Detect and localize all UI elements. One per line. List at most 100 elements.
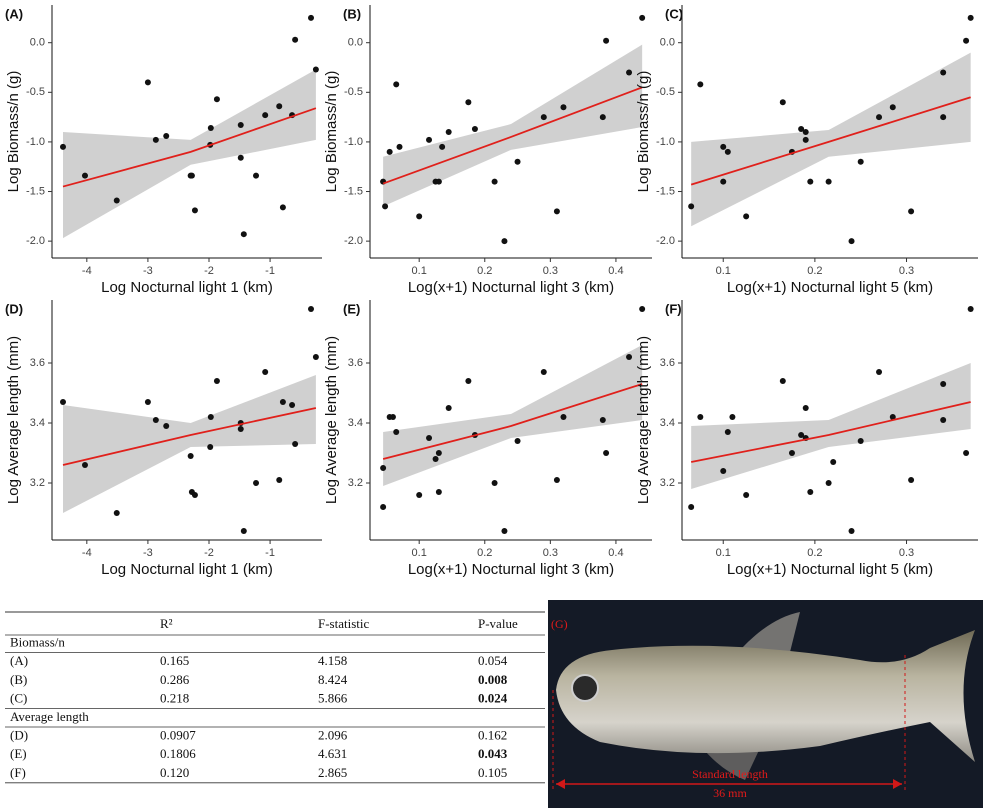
y-tick-label: -2.0 [344,235,363,247]
confidence-band [691,52,971,227]
table-cell: 0.024 [478,690,508,705]
point [308,306,315,312]
y-tick-label: -1.5 [344,185,363,197]
point [857,158,864,165]
point [802,136,809,143]
regression-line [62,107,317,188]
y-tick-label: 3.6 [30,357,45,369]
confidence-band [691,363,971,489]
point [207,414,214,420]
point [445,128,452,135]
x-tick-label: 0.4 [608,547,623,559]
point [807,489,814,495]
point [289,402,296,408]
point [81,172,88,179]
point [187,453,194,459]
point [720,468,727,474]
point [435,450,442,456]
column-header: R² [160,616,173,631]
x-axis-label: Log Nocturnal light 1 (km) [101,279,273,296]
x-tick-label: -1 [265,547,275,559]
point [779,378,786,384]
point [279,204,286,211]
y-tick-label: 3.2 [30,477,45,489]
regression-line [382,86,643,185]
table-cell: 8.424 [318,672,348,687]
panel-label: (F) [665,301,682,316]
measurement: 36 mm [713,786,747,800]
table-cell: 4.158 [318,653,347,668]
point [724,148,731,155]
x-tick-label: 0.1 [412,547,427,559]
point [848,238,855,245]
panel-label: (C) [665,6,683,21]
point [465,378,472,384]
point [213,378,220,384]
y-tick-label: 0.0 [660,37,675,49]
point [967,14,974,21]
x-tick-label: 0.4 [608,265,623,277]
point [599,417,606,423]
point [292,441,299,447]
y-tick-label: -1.5 [656,185,675,197]
point [207,444,214,450]
panel-label: (A) [5,6,23,21]
point [191,207,198,214]
y-axis-label: Log Average length (mm) [635,336,652,504]
point [802,128,809,135]
point [540,114,547,121]
y-tick-label: 3.4 [30,417,45,429]
confidence-band [62,375,316,513]
point [788,450,795,456]
table-cell: 0.162 [478,728,507,743]
point [393,81,400,88]
point [798,432,805,438]
y-tick-label: -0.5 [26,86,45,98]
point [802,405,809,411]
panel-label: (D) [5,301,23,316]
point [416,492,423,498]
point [471,126,478,133]
point [188,172,195,179]
point [501,238,508,245]
point [386,148,393,155]
point [81,462,88,468]
point [940,381,947,387]
panel-label: (B) [343,6,361,21]
x-tick-label: -2 [204,547,214,559]
y-tick-label: -1.5 [26,185,45,197]
point [213,96,220,103]
point [626,69,633,76]
point [940,69,947,76]
regression-line [382,383,643,460]
x-tick-label: 0.2 [477,547,492,559]
point [688,203,695,210]
point [491,480,498,486]
point [191,492,198,498]
y-tick-label: -2.0 [656,235,675,247]
point [144,399,151,405]
x-tick-label: -3 [143,265,153,277]
point [163,132,170,139]
point [514,158,521,165]
confidence-band [62,69,316,239]
point [889,414,896,420]
point [908,477,915,483]
point [152,417,159,423]
table-cell: 0.218 [160,690,189,705]
point [439,143,446,150]
point [825,480,832,486]
point [380,465,387,471]
x-tick-label: 0.1 [716,547,731,559]
point [639,14,646,21]
table-cell: (E) [10,746,27,761]
point [540,369,547,375]
point [560,104,567,111]
point [967,306,974,312]
y-axis-label: Log Average length (mm) [323,336,340,504]
point [940,417,947,423]
point [908,208,915,215]
point [312,354,319,360]
point [380,504,387,510]
table-cell: (A) [10,653,28,668]
